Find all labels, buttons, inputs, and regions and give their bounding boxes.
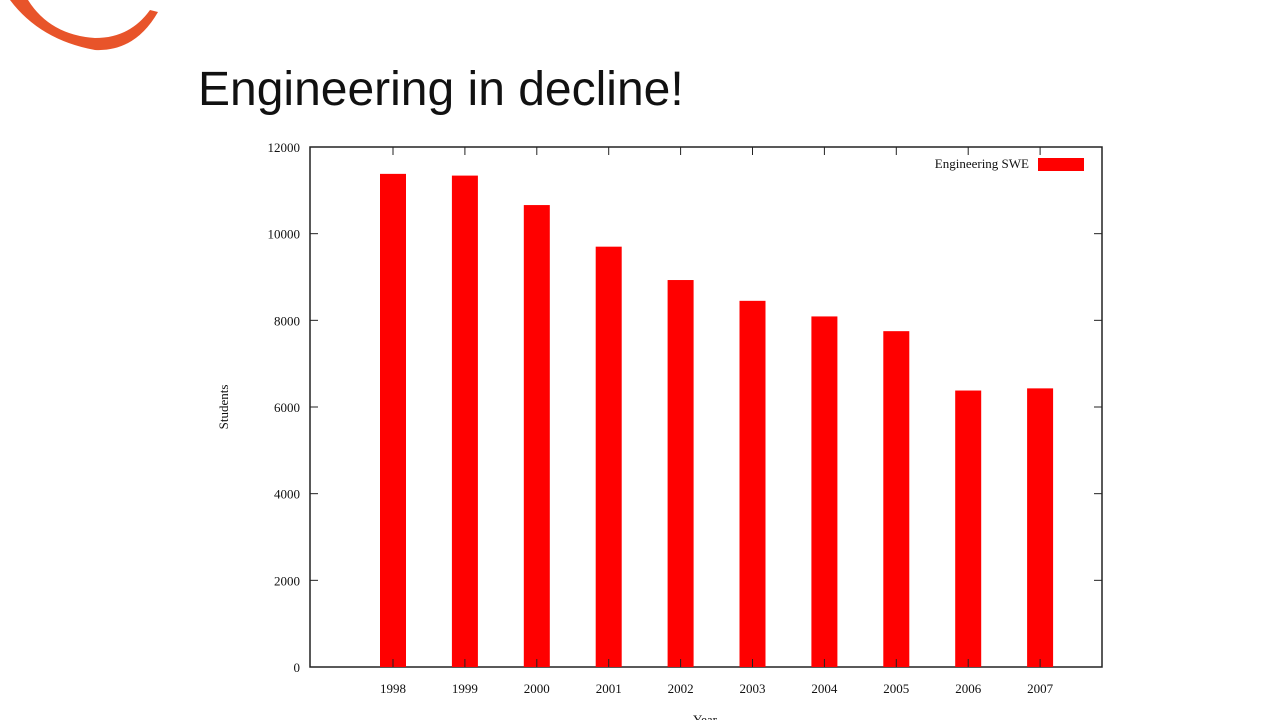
y-tick-label: 4000 [274, 487, 300, 502]
x-tick-label: 2005 [883, 681, 909, 696]
y-tick-label: 6000 [274, 400, 300, 415]
bar-2003 [739, 300, 766, 667]
x-tick-label: 1998 [380, 681, 406, 696]
y-tick-label: 10000 [268, 227, 301, 242]
legend-swatch [1038, 158, 1084, 171]
x-tick-label: 1999 [452, 681, 478, 696]
bar-2004 [811, 316, 838, 667]
bar-2006 [955, 390, 982, 667]
x-tick-label: 2004 [811, 681, 838, 696]
x-tick-label: 2003 [740, 681, 766, 696]
bar-2001 [595, 246, 622, 667]
bar-2000 [523, 205, 550, 668]
y-axis-label: Students [216, 385, 231, 430]
bar-2002 [667, 280, 694, 667]
bar-1999 [451, 175, 478, 667]
bar-2005 [883, 331, 910, 667]
bar-1998 [380, 173, 406, 667]
x-axis-label: Year [693, 712, 718, 720]
x-tick-label: 2001 [596, 681, 622, 696]
plot-frame [309, 146, 1103, 668]
logo-icon [10, 0, 158, 51]
x-tick-label: 2002 [668, 681, 694, 696]
x-tick-label: 2006 [955, 681, 982, 696]
x-tick-label: 2007 [1027, 681, 1054, 696]
y-tick-label: 12000 [268, 140, 301, 155]
x-tick-label: 2000 [524, 681, 550, 696]
y-tick-label: 8000 [274, 313, 300, 328]
legend-label: Engineering SWE [935, 156, 1029, 171]
y-tick-label: 2000 [274, 573, 300, 588]
slide-title: Engineering in decline! [198, 63, 684, 116]
bar-2007 [1027, 388, 1054, 667]
y-tick-label: 0 [294, 660, 301, 675]
